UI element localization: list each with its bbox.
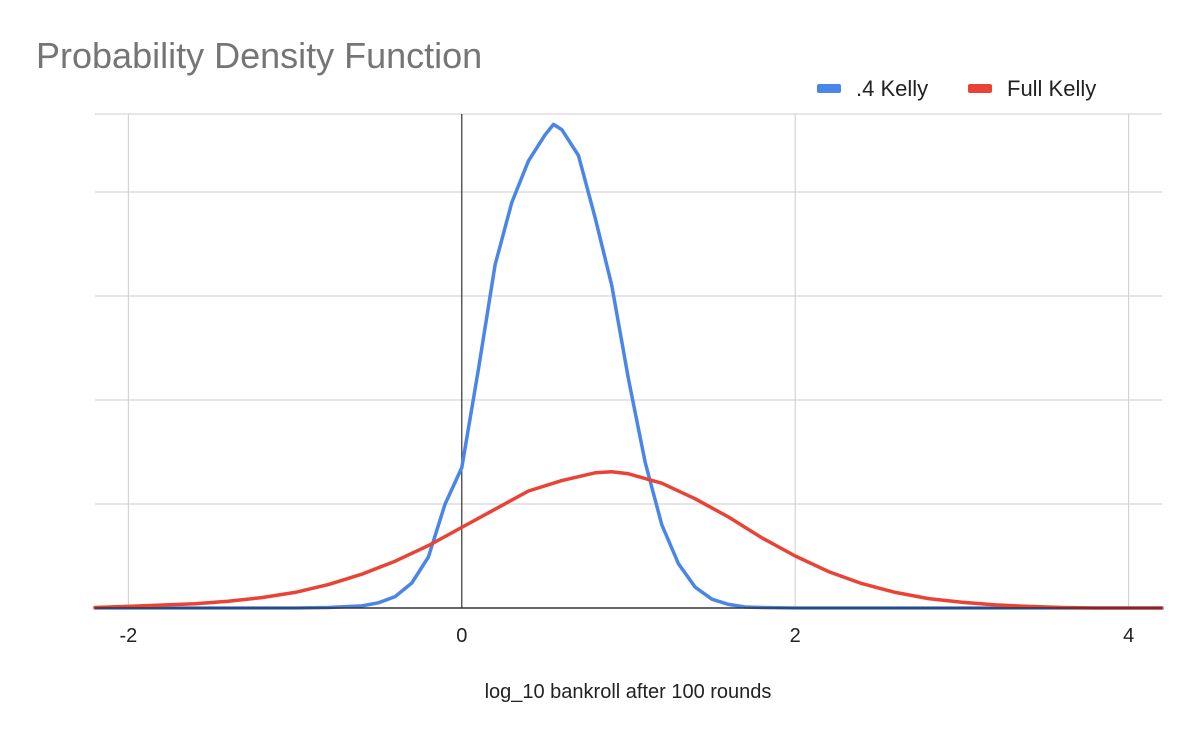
series-layer [93, 122, 1164, 610]
y-gridlines [95, 113, 1162, 505]
x-tick-label-1: 0 [456, 625, 467, 647]
x-axis-title: log_10 bankroll after 100 rounds [485, 681, 772, 703]
x-tick-label-3: 4 [1123, 625, 1134, 647]
chart-title: Probability Density Function [36, 35, 482, 76]
series-line-0 [93, 122, 1164, 610]
legend-label-04-kelly: .4 Kelly [856, 76, 928, 101]
x-gridlines [127, 114, 1130, 608]
legend-swatch-full-kelly [968, 84, 992, 93]
legend-label-full-kelly: Full Kelly [1007, 76, 1096, 101]
x-tick-label-0: -2 [119, 625, 137, 647]
legend-swatch-04-kelly [817, 84, 841, 93]
x-tick-label-2: 2 [790, 625, 801, 647]
x-axis: -2 0 2 4 [95, 607, 1162, 647]
legend: .4 Kelly Full Kelly [817, 76, 1096, 101]
series-line-1 [93, 470, 1164, 610]
